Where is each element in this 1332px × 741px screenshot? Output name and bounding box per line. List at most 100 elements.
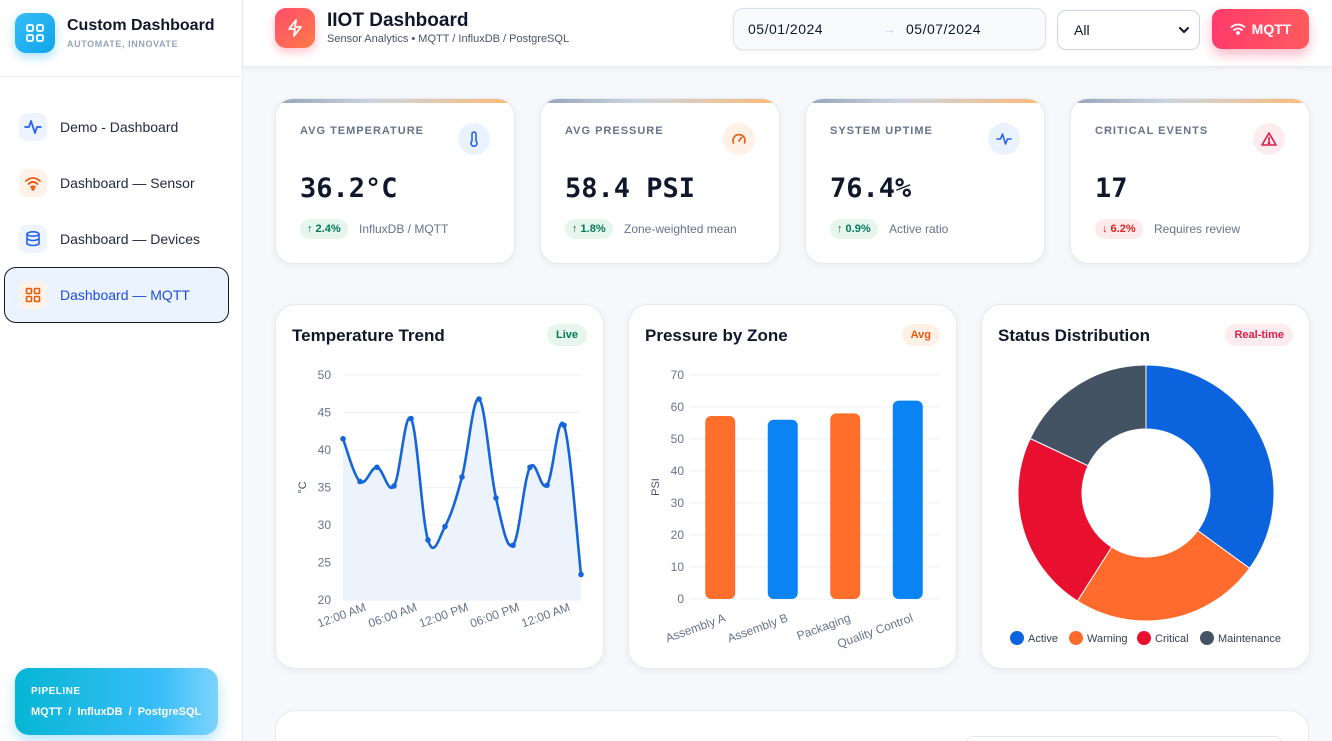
kpi-card-critical-events: CRITICAL EVENTS 17 ↓ 6.2% Requires revie… [1070, 98, 1310, 264]
pressure-by-zone-card: Pressure by Zone Avg 0 10 20 30 40 50 60 70 PSI A… [628, 304, 957, 669]
pie-slice [1017, 437, 1113, 602]
y-tick-label: 30 [318, 518, 332, 532]
sidebar-item-label: Dashboard — Sensor [60, 175, 195, 191]
kpi-value: 76.4% [830, 173, 912, 204]
data-point [374, 464, 380, 471]
activity-icon [988, 123, 1020, 155]
status-distribution-card: Status Distribution Real-time Active Warn… [981, 304, 1310, 669]
legend-swatch [1069, 631, 1083, 645]
bar [892, 400, 923, 599]
sidebar-item-devices[interactable]: Dashboard — Devices [4, 211, 229, 267]
status-donut-chart: Active Warning Critical Maintenance [1010, 364, 1281, 645]
pipeline-title: PIPELINE [31, 686, 81, 697]
brand-subtitle: AUTOMATE, INNOVATE [67, 39, 179, 49]
data-point [527, 464, 533, 471]
arrow-right-icon: → [882, 21, 896, 37]
brand[interactable]: Custom Dashboard AUTOMATE, INNOVATE [15, 13, 215, 53]
y-tick-label: 40 [318, 443, 332, 457]
kpi-accent-bar [276, 99, 514, 103]
kpi-change-badge: ↑ 2.4% [300, 219, 348, 239]
mqtt-button[interactable]: MQTT [1212, 9, 1309, 49]
x-tick-label: 06:00 PM [468, 600, 521, 631]
sidebar-nav: Demo - Dashboard Dashboard — Sensor Dash… [4, 99, 229, 323]
wifi-icon [1230, 23, 1246, 35]
filter-select[interactable]: All [1057, 10, 1200, 50]
data-point [391, 483, 397, 489]
sidebar: Custom Dashboard AUTOMATE, INNOVATE Demo… [0, 0, 243, 741]
sidebar-item-demo-dashboard[interactable]: Demo - Dashboard [4, 99, 229, 155]
sidebar-item-sensor[interactable]: Dashboard — Sensor [4, 155, 229, 211]
date-from-input[interactable]: 05/01/2024 [748, 21, 824, 37]
divider [0, 76, 243, 77]
page-subtitle: Sensor Analytics • MQTT / InfluxDB / Pos… [327, 33, 570, 45]
sidebar-item-label: Dashboard — Devices [60, 231, 201, 247]
kpi-accent-bar [806, 99, 1044, 103]
kpi-change-badge: ↑ 0.9% [830, 219, 878, 239]
y-tick-label: 10 [671, 560, 685, 574]
bottom-card [275, 710, 1309, 741]
pie-slice [1076, 529, 1251, 622]
x-tick-label: 12:00 PM [417, 600, 470, 631]
kpi-value: 58.4 PSI [565, 173, 696, 204]
kpi-label: AVG PRESSURE [565, 125, 664, 137]
y-axis-label: °C [297, 481, 309, 493]
kpi-label: CRITICAL EVENTS [1095, 125, 1209, 137]
alert-triangle-icon [1253, 123, 1285, 155]
mqtt-button-label: MQTT [1251, 21, 1292, 37]
date-range-picker[interactable]: 05/01/2024 → 05/07/2024 [733, 8, 1046, 50]
avg-badge: Avg [901, 324, 940, 346]
data-point [340, 435, 346, 442]
data-point [476, 396, 482, 402]
kpi-note: Zone-weighted mean [624, 222, 737, 236]
activity-icon [19, 113, 47, 141]
thermometer-icon [458, 123, 490, 155]
y-tick-label: 45 [318, 406, 332, 420]
legend-label: Warning [1087, 633, 1128, 645]
legend-swatch [1137, 631, 1151, 645]
grid-icon [19, 281, 47, 309]
legend-label: Maintenance [1218, 633, 1281, 645]
x-tick-label: 06:00 AM [366, 600, 418, 630]
kpi-accent-bar [541, 99, 779, 103]
kpi-label: SYSTEM UPTIME [830, 125, 933, 137]
filter-select-value: All [1074, 22, 1090, 38]
date-to-input[interactable]: 05/07/2024 [906, 21, 982, 37]
chevron-down-icon [1179, 27, 1189, 33]
legend-label: Critical [1155, 633, 1189, 645]
lightning-icon [275, 8, 315, 48]
data-point [408, 415, 414, 422]
y-tick-label: 60 [671, 400, 685, 414]
header: IIOT Dashboard Sensor Analytics • MQTT /… [243, 0, 1332, 67]
x-tick-label: Assembly B [725, 611, 789, 646]
y-tick-label: 25 [318, 556, 332, 570]
bottom-card-control[interactable] [964, 736, 1284, 741]
data-point [425, 537, 431, 543]
y-tick-label: 35 [318, 481, 332, 495]
grid-icon [15, 13, 55, 53]
sidebar-item-mqtt[interactable]: Dashboard — MQTT [4, 267, 229, 323]
real-time-badge: Real-time [1225, 324, 1293, 346]
data-point [544, 482, 550, 489]
card-title: Temperature Trend [292, 326, 445, 345]
bar [830, 413, 861, 599]
y-tick-label: 20 [318, 593, 332, 607]
y-tick-label: 20 [671, 528, 685, 542]
card-title: Status Distribution [998, 326, 1151, 345]
sidebar-item-label: Dashboard — MQTT [60, 287, 190, 303]
y-tick-label: 50 [671, 432, 685, 446]
data-point [357, 478, 363, 485]
kpi-note: Active ratio [889, 222, 949, 236]
pipeline-text: MQTT / InfluxDB / PostgreSQL [31, 706, 202, 718]
series-area [343, 398, 581, 600]
bar [705, 415, 736, 599]
bar [767, 419, 798, 599]
kpi-change-badge: ↓ 6.2% [1095, 219, 1143, 239]
kpi-note: InfluxDB / MQTT [359, 222, 449, 236]
y-tick-label: 0 [677, 592, 684, 606]
legend-swatch [1010, 631, 1024, 645]
sidebar-item-label: Demo - Dashboard [60, 119, 179, 135]
temperature-trend-card: Temperature Trend Live 20 25 30 35 40 45 50 °C 1… [275, 304, 604, 669]
data-point [578, 571, 584, 578]
